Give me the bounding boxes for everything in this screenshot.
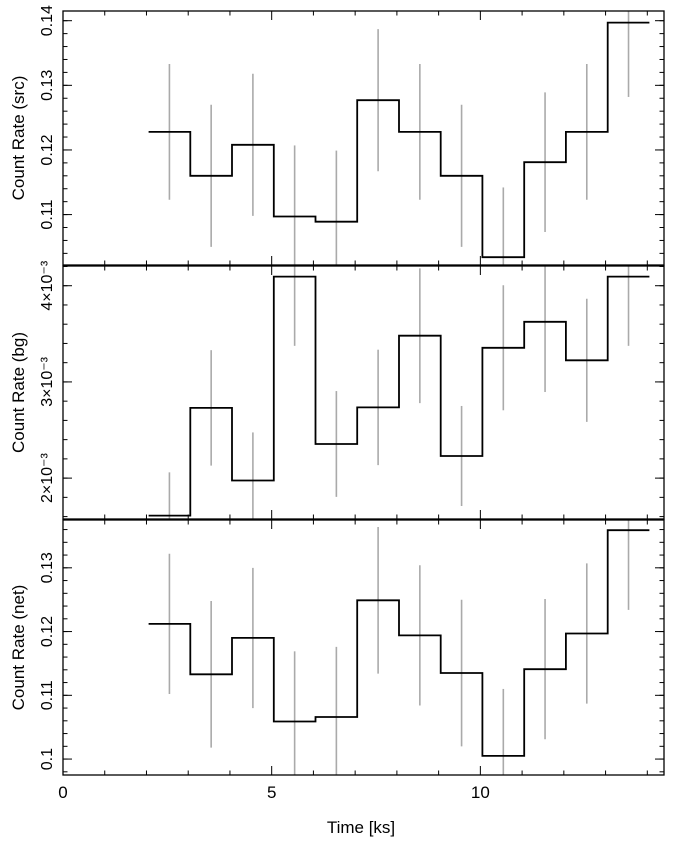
plot-frame <box>62 265 665 520</box>
y-axis-title-bg: Count Rate (bg) <box>9 332 28 453</box>
y-tick-label: 0.1 <box>39 748 56 770</box>
y-tick-label: 0.12 <box>39 616 56 647</box>
step-series-net <box>148 529 650 757</box>
y-tick-label: 0.13 <box>39 552 56 583</box>
panel-net: 0.1 0.11 0.12 0.13 Count Rate (net) 0 5 10 <box>9 519 665 802</box>
panel-bg: 2×10⁻³ 3×10⁻³ 4×10⁻³ Count Rate (bg) <box>9 260 665 520</box>
plot-frame <box>62 10 665 266</box>
y-axis-title-src: Count Rate (src) <box>9 76 28 201</box>
x-tick-label: 10 <box>471 783 490 802</box>
y-axis-title-net: Count Rate (net) <box>9 585 28 711</box>
y-tick-label: 0.13 <box>39 70 56 101</box>
y-tick-label: 2×10⁻³ <box>39 453 56 503</box>
x-tick-label: 0 <box>58 783 67 802</box>
step-series-bg <box>148 275 650 517</box>
plot-frame <box>62 519 665 776</box>
y-tick-label: 4×10⁻³ <box>39 260 56 310</box>
panel-src: 0.11 0.12 0.13 0.14 Count Rate (src) <box>9 5 665 266</box>
y-tick-label: 0.11 <box>39 200 56 230</box>
step-series-src <box>148 21 650 259</box>
x-tick-label: 5 <box>267 783 276 802</box>
y-tick-label: 3×10⁻³ <box>39 356 56 406</box>
x-axis-title: Time [ks] <box>327 818 395 837</box>
y-tick-label: 0.14 <box>39 5 56 36</box>
y-tick-label: 0.11 <box>39 680 56 710</box>
y-tick-label: 0.12 <box>39 134 56 165</box>
